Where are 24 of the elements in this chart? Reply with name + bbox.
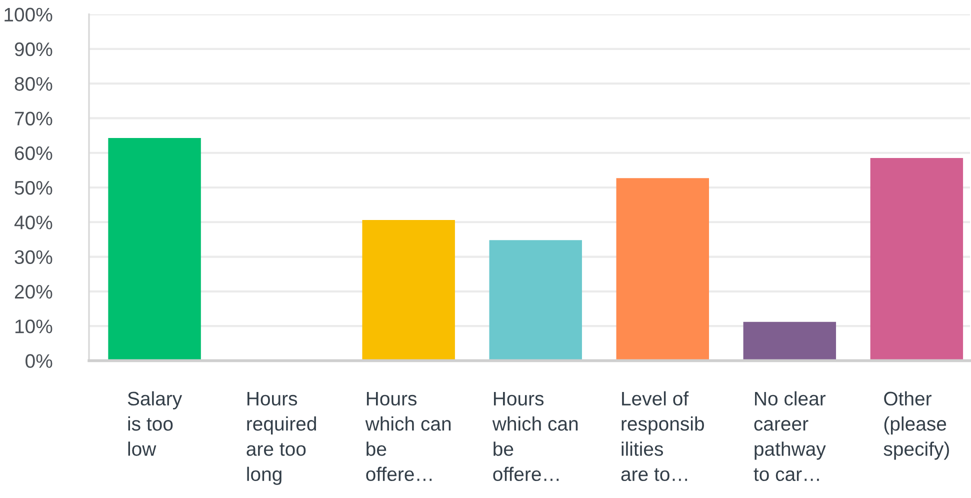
x-tick-label: Hours required are too long (246, 392, 316, 485)
y-tick-label: 20% (14, 284, 52, 299)
y-tick-label: 30% (14, 250, 52, 264)
bar (870, 158, 964, 361)
x-tick-label: Salary is too low (128, 391, 182, 456)
x-tick-label: Level of responsib ilities are to… (621, 391, 704, 482)
bar (489, 240, 582, 361)
x-tick-label: No clear career pathway to car… (754, 391, 826, 482)
bar (108, 138, 201, 361)
x-tick-label: Other (please specify) (884, 391, 949, 460)
x-tick-label: Hours which can be offere… (365, 392, 451, 482)
y-tick-label: 90% (14, 42, 52, 56)
y-tick-label: 80% (14, 77, 52, 91)
bar (616, 178, 709, 361)
y-tick-label: 100% (4, 8, 52, 22)
y-tick-label: 0% (26, 354, 52, 368)
y-tick-label: 40% (14, 216, 52, 230)
y-tick-label: 60% (14, 146, 52, 160)
bar (362, 220, 455, 361)
y-tick-label: 10% (15, 320, 52, 334)
bar (743, 322, 836, 361)
y-tick-label: 50% (14, 180, 52, 195)
y-tick-label: 70% (14, 112, 52, 126)
x-tick-label: Hours which can be offere… (492, 392, 578, 482)
